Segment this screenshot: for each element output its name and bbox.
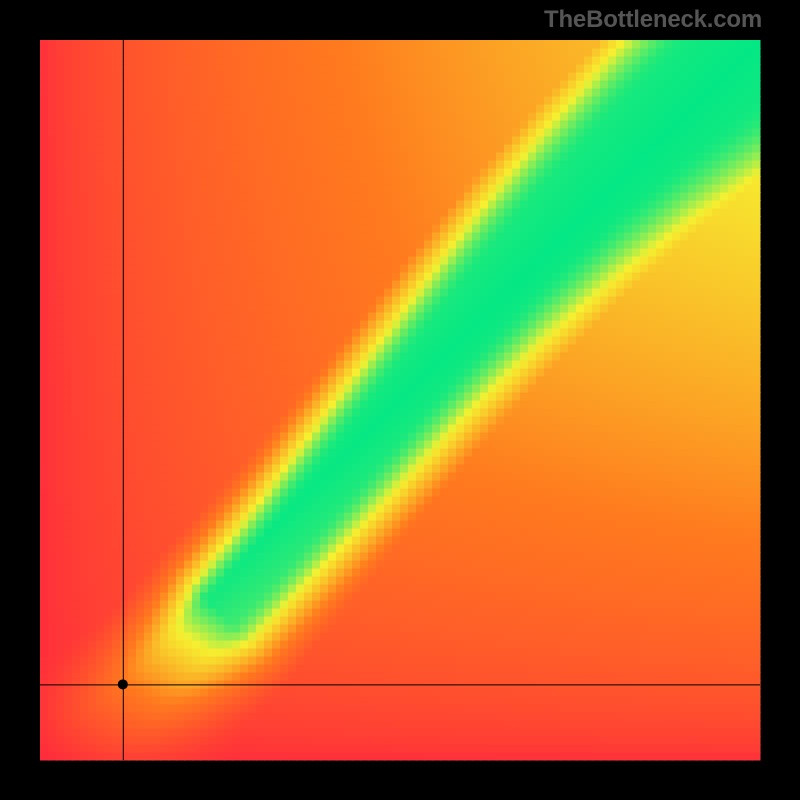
watermark-text: TheBottleneck.com <box>544 6 762 34</box>
chart-container: { "watermark": { "text": "TheBottleneck.… <box>0 0 800 800</box>
crosshair-overlay <box>0 0 800 800</box>
